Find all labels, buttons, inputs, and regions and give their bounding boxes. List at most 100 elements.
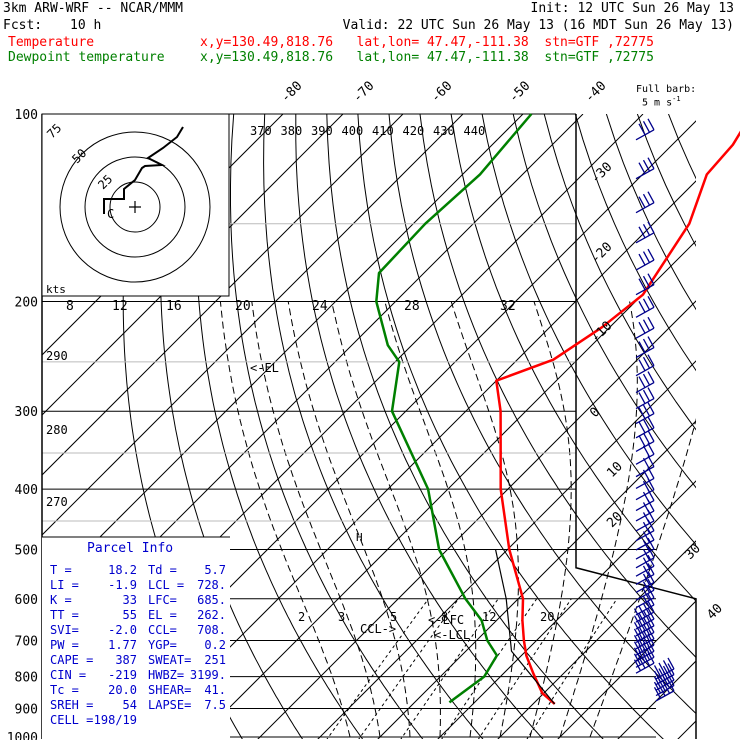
wind-barb [635,336,655,359]
wind-barb-flag [642,596,651,608]
wind-barb-flag [647,371,655,383]
wind-barb-flag [647,416,655,429]
moist-adiabat-line [529,301,572,738]
dry-adiabat-line [512,114,696,489]
wind-barb-flag [633,635,642,647]
wind-barb [633,651,655,674]
wind-barb [635,191,655,214]
speed-tick-label: 12 [112,299,128,314]
isotherm-line [317,360,696,739]
wind-barb-flag [647,614,655,627]
wind-barb-flag [633,641,642,653]
potential-temperature-label: 420 [403,124,425,138]
parcel-field-value: 3199. [190,668,226,682]
wind-barb-flag [667,657,675,670]
speed-tick-label: 24 [312,299,328,314]
wind-barb [635,354,655,377]
mixing-ratio-label: 20 [540,610,554,624]
wind-barb [635,273,655,296]
dry-adiabat-line [605,114,696,311]
wind-barb [635,519,655,542]
wind-barb [635,593,655,616]
barb-legend-unit-exponent: -1 [672,95,681,103]
wind-barb-flag [647,627,655,640]
parcel-field-value: 251 [204,653,226,667]
wind-barb-flag [647,593,655,606]
wind-barb-flag [647,467,655,479]
parcel-field-label: LFC= [148,593,177,607]
isotherm-line [42,114,524,596]
isotherm-label: -60 [428,79,455,106]
wind-barb [635,118,655,141]
isotherm-line [42,114,344,416]
dewpoint-legend-label: Dewpoint temperature [8,50,165,65]
hodograph-storm-motion-label: C [107,207,114,221]
wind-barb [653,679,675,702]
wind-barb-flag [647,221,655,234]
parcel-field-value: 7.5 [204,698,226,712]
wind-barb-flag [647,157,655,169]
hodograph-ring [59,131,211,283]
parcel-field-label: K = [50,593,72,607]
isotherm-label: 30 [682,541,704,563]
wind-barb-flag [638,253,646,266]
wind-barb-flag [638,435,646,447]
mixing-ratio-label: 2 [298,610,305,624]
wind-barb-flag [642,531,651,543]
dry-adiabat-line [326,114,604,739]
h-marker: H [356,531,363,544]
wind-barb-flag [642,581,651,593]
parcel-info-panel: Parcel Info T = 18.2 Td = 5.7 LI = -1.9 LCL = 72… [42,536,230,739]
wind-barb-flag [642,432,651,445]
parcel-field-value: 54 [123,698,137,712]
wind-barb-flag [642,540,651,552]
wind-barb-flag [638,300,646,313]
barb-legend-unit-text: 5 m s [642,97,673,109]
wind-barb-flag [633,659,642,672]
parcel-field-label: SWEAT= [148,653,191,667]
wind-barb-flag [642,521,651,534]
parcel-field-label: CELL = [50,713,93,727]
dry-adiabat-line [263,114,484,739]
forecast-hours: 10 h [70,18,102,33]
pressure-label: 700 [15,634,38,649]
potential-temperature-label: 370 [250,124,272,138]
wind-barb-flag [647,528,655,541]
wind-barb-flag [647,607,655,620]
wind-barb [635,371,655,394]
wind-barb-flag [638,656,646,669]
wind-barb-flag [642,404,651,417]
parcel-field-label: CIN = [50,668,86,682]
wind-barb-flag [647,455,655,467]
wind-barb-flag [647,402,655,414]
wind-barb-flag [642,573,651,586]
parcel-field-value: 41. [204,683,226,697]
potential-temperature-label: 410 [372,124,394,138]
hodograph-ring [84,156,186,258]
parcel-field-value: -219 [108,668,137,682]
parcel-field-value: 685. [197,593,226,607]
dry-adiabat-line [450,114,696,602]
isotherm-line [257,300,696,739]
wind-barb-flag [647,646,655,658]
potential-temperature-label: 390 [311,124,333,138]
hodograph-origin [129,201,141,213]
parcel-field-label: LAPSE= [148,698,191,712]
wind-barb-flag [638,123,646,136]
hodograph-ring [109,181,161,233]
potential-temperature-label: 440 [464,124,486,138]
wind-barb-flag [647,640,655,652]
mixing-ratio-label: 5 [390,610,397,624]
wind-barb-flag [638,651,646,663]
dry-adiabat-line [574,114,696,372]
el-marker: <-EL [250,361,279,375]
wind-barb-flag [638,162,646,174]
parcel-field-value: 55 [123,608,137,622]
parcel-field-label: YGP= [148,638,177,652]
wind-barb-flag [638,619,646,632]
barb-legend-unit: 5 m s-1 [642,94,681,108]
wind-barb-flag [642,636,651,648]
wind-barb-flag [638,196,646,208]
